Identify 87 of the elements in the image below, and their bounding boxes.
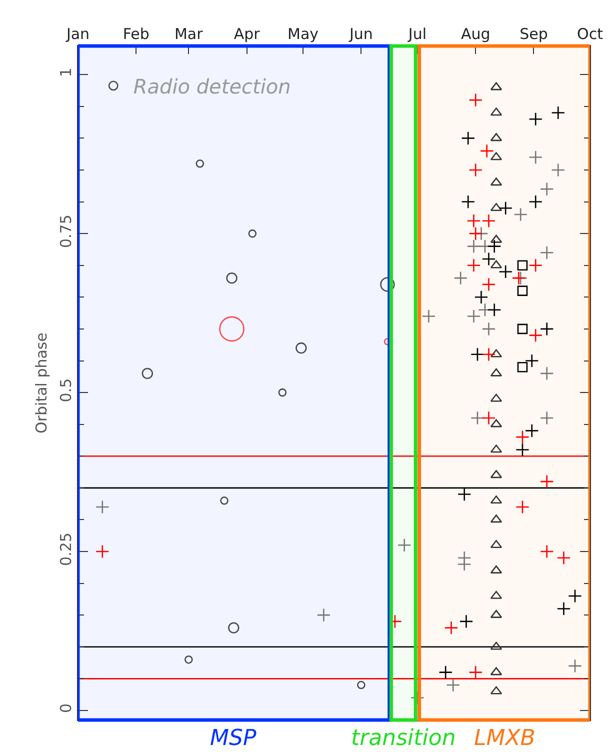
point [540, 544, 554, 558]
x-tick-label: Sep [520, 25, 548, 43]
point [454, 271, 468, 286]
point [316, 608, 331, 622]
point [540, 182, 554, 196]
point [482, 322, 496, 336]
point [556, 550, 571, 565]
x-tick-label: Apr [234, 25, 261, 43]
x-tick-label: Mar [174, 25, 204, 43]
point [438, 665, 453, 680]
point [540, 246, 554, 260]
point [514, 208, 528, 222]
point [466, 239, 481, 254]
point [516, 500, 530, 514]
point [422, 309, 436, 324]
point [466, 309, 481, 324]
point [466, 258, 481, 272]
point [397, 538, 412, 552]
point [517, 324, 528, 334]
point [487, 302, 502, 317]
point [524, 354, 539, 368]
point [468, 163, 483, 177]
point [461, 131, 476, 146]
point [517, 362, 528, 372]
point [528, 328, 543, 342]
point [468, 226, 483, 241]
point [540, 474, 554, 489]
point [482, 252, 496, 266]
point [480, 144, 494, 158]
x-tick-label: Feb [122, 25, 150, 43]
band-label: transition [351, 726, 456, 751]
point [551, 163, 566, 177]
x-tick-label: Aug [460, 25, 490, 43]
band-label: MSP [210, 726, 257, 751]
point [468, 665, 483, 680]
point [498, 264, 513, 279]
point [466, 214, 481, 228]
point [540, 366, 554, 380]
legend-label: Radio detection [133, 74, 291, 99]
point [528, 194, 543, 209]
point [540, 411, 554, 425]
x-tick-label: Jan [65, 25, 90, 43]
point [528, 150, 543, 164]
point [482, 411, 496, 425]
y-tick-label: 0 [57, 703, 75, 713]
point [498, 201, 513, 216]
point [556, 602, 571, 616]
x-tick-label: May [288, 25, 319, 43]
x-tick-label: Oct [577, 25, 604, 43]
point [540, 322, 554, 336]
point [457, 487, 472, 502]
point [482, 214, 496, 228]
point [95, 500, 110, 514]
point [568, 659, 582, 673]
point [446, 678, 460, 692]
point [482, 347, 496, 362]
point [517, 260, 528, 271]
point [457, 557, 472, 572]
point [528, 112, 543, 126]
point [470, 411, 484, 425]
point [516, 442, 530, 457]
y-tick-label: 0.25 [57, 532, 75, 566]
band-label: LMXB [474, 726, 536, 751]
point [459, 614, 474, 628]
x-tick-label: Jul [407, 25, 427, 43]
point [516, 430, 530, 444]
point [490, 540, 502, 548]
point [528, 258, 543, 272]
y-tick-label: 0.5 [57, 378, 75, 402]
point [490, 495, 502, 504]
point [474, 290, 488, 304]
point [461, 194, 476, 209]
point [468, 93, 483, 107]
point [470, 347, 484, 362]
point [482, 277, 496, 292]
point [490, 202, 502, 212]
point [95, 544, 110, 558]
point [551, 106, 566, 120]
point [487, 239, 502, 254]
point [444, 620, 458, 635]
point [524, 424, 539, 438]
point [568, 589, 582, 603]
y-tick-label: 0.75 [57, 214, 75, 248]
y-tick-label: 1 [57, 68, 75, 78]
point [517, 286, 528, 296]
y-axis-title: Orbital phase [32, 332, 50, 434]
x-tick-label: Jun [348, 25, 373, 43]
